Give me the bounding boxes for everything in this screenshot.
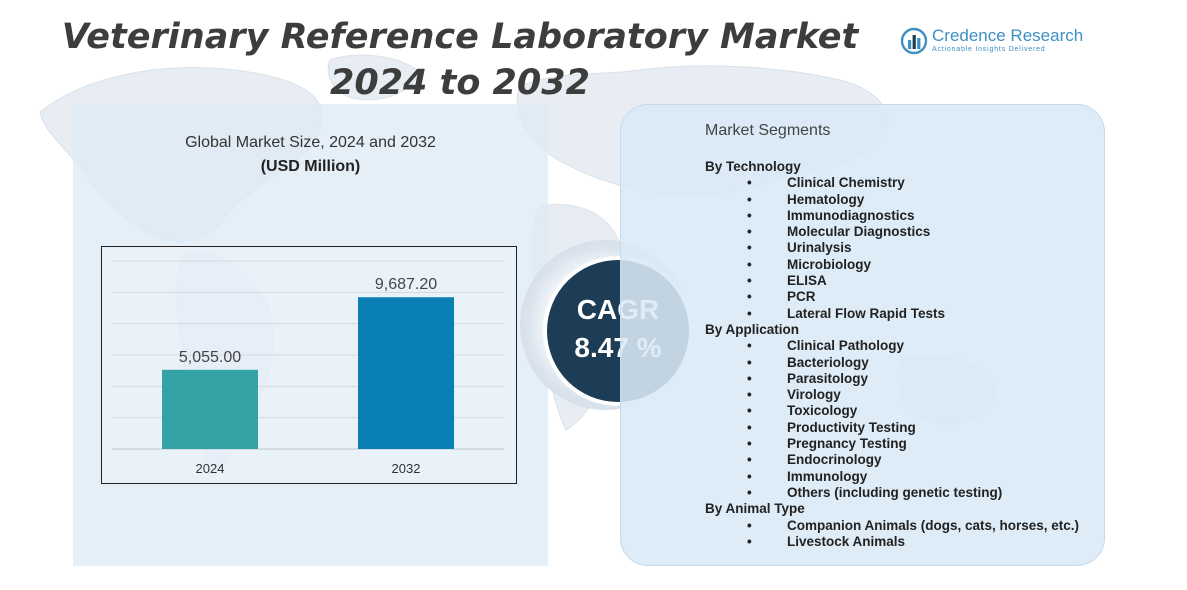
bullet-icon: • [747, 207, 752, 223]
bullet-icon: • [747, 419, 752, 435]
segment-item: • Productivity Testing [705, 420, 1100, 436]
segment-item-label: Parasitology [787, 370, 869, 386]
segment-item: • Urinalysis [705, 240, 1100, 256]
bullet-icon: • [747, 175, 752, 191]
bullet-icon: • [747, 468, 752, 484]
bar-2032 [358, 297, 454, 449]
segment-item: • Immunology [705, 469, 1100, 485]
bullet-icon: • [747, 354, 752, 370]
segment-item: • PCR [705, 289, 1100, 305]
segment-item-label: Immunology [787, 468, 868, 484]
bullet-icon: • [747, 533, 752, 549]
segment-item-label: Clinical Chemistry [787, 175, 905, 191]
logo-tagline: Actionable Insights Delivered [932, 46, 1046, 53]
bullet-icon: • [747, 224, 752, 240]
segment-item-label: ELISA [787, 273, 827, 289]
segment-category: By Animal Type [705, 501, 805, 517]
segment-item-label: Companion Animals (dogs, cats, horses, e… [787, 517, 1080, 533]
segment-item: • Molecular Diagnostics [705, 224, 1100, 240]
segment-item-label: Microbiology [787, 256, 871, 272]
segment-item-label: PCR [787, 289, 816, 305]
market-size-panel: Global Market Size, 2024 and 2032 (USD M… [73, 104, 548, 566]
bullet-icon: • [747, 403, 752, 419]
bar-chart-logo-icon [900, 27, 928, 55]
segment-item: • Toxicology [705, 403, 1100, 419]
segment-item: • Pregnancy Testing [705, 436, 1100, 452]
segment-item-label: Others (including genetic testing) [787, 484, 1003, 500]
segment-item-label: Virology [787, 387, 841, 403]
page-title: Veterinary Reference Laboratory Market 2… [60, 14, 860, 106]
segment-item-label: Toxicology [787, 403, 858, 419]
title-line-2: 2024 to 2032 [330, 63, 590, 103]
segment-item-label: Endocrinology [787, 452, 882, 468]
bullet-icon: • [747, 484, 752, 500]
segment-item: • Virology [705, 387, 1100, 403]
data-label: 9,687.20 [375, 276, 437, 293]
chart-unit: (USD Million) [260, 158, 361, 175]
data-label: 5,055.00 [179, 349, 241, 366]
bullet-icon: • [747, 338, 752, 354]
segment-item-label: Livestock Animals [787, 533, 906, 549]
segment-item: • Immunodiagnostics [705, 208, 1100, 224]
segment-item: • Livestock Animals [705, 534, 1100, 550]
segment-item: • Hematology [705, 192, 1100, 208]
bar-chart: 5,055.00 2024 9,687.20 2032 [112, 260, 504, 476]
segment-item: • Bacteriology [705, 355, 1100, 371]
bullet-icon: • [747, 517, 752, 533]
chart-frame: 5,055.00 2024 9,687.20 2032 [101, 246, 517, 484]
segment-category: By Application [705, 321, 800, 337]
x-tick-label: 2024 [196, 461, 225, 476]
x-tick-label: 2032 [392, 461, 421, 476]
segment-category: By Technology [705, 159, 801, 174]
segment-item-label: Immunodiagnostics [787, 207, 915, 223]
bullet-icon: • [747, 370, 752, 386]
credence-research-logo: Credence Research Actionable Insights De… [900, 24, 1100, 60]
segment-item: • Clinical Pathology [705, 338, 1100, 354]
segments-list: By Technology • Clinical Chemistry • Hematol… [705, 159, 1100, 550]
bullet-icon: • [747, 273, 752, 289]
bullet-icon: • [747, 240, 752, 256]
bullet-icon: • [747, 191, 752, 207]
segment-item: • Endocrinology [705, 452, 1100, 468]
segments-title: Market Segments [705, 122, 831, 139]
title-line-1: Veterinary Reference Laboratory Market [61, 17, 859, 57]
segment-item: • ELISA [705, 273, 1100, 289]
segment-item: • Others (including genetic testing) [705, 485, 1100, 501]
bullet-icon: • [747, 289, 752, 305]
bullet-icon: • [747, 256, 752, 272]
segment-item-label: Lateral Flow Rapid Tests [787, 305, 946, 321]
logo-name: Credence Research [932, 26, 1084, 45]
segment-item-label: Pregnancy Testing [787, 436, 907, 452]
bar-2024 [162, 369, 258, 449]
segment-item: • Clinical Chemistry [705, 175, 1100, 191]
segment-item-label: Molecular Diagnostics [787, 224, 931, 240]
segment-item-label: Clinical Pathology [787, 338, 905, 354]
bullet-icon: • [747, 452, 752, 468]
bullet-icon: • [747, 387, 752, 403]
segment-item: • Microbiology [705, 257, 1100, 273]
segment-item-label: Urinalysis [787, 240, 852, 256]
segment-item-label: Hematology [787, 191, 865, 207]
chart-title: Global Market Size, 2024 and 2032 [185, 134, 436, 151]
segment-item: • Lateral Flow Rapid Tests [705, 306, 1100, 322]
segment-item-label: Productivity Testing [787, 419, 916, 435]
bullet-icon: • [747, 436, 752, 452]
bullet-icon: • [747, 305, 752, 321]
segment-item: • Companion Animals (dogs, cats, horses, … [705, 518, 1100, 534]
segment-item-label: Bacteriology [787, 354, 869, 370]
segment-item: • Parasitology [705, 371, 1100, 387]
market-segments-panel: Market Segments By Technology • Clinical C… [620, 104, 1105, 566]
